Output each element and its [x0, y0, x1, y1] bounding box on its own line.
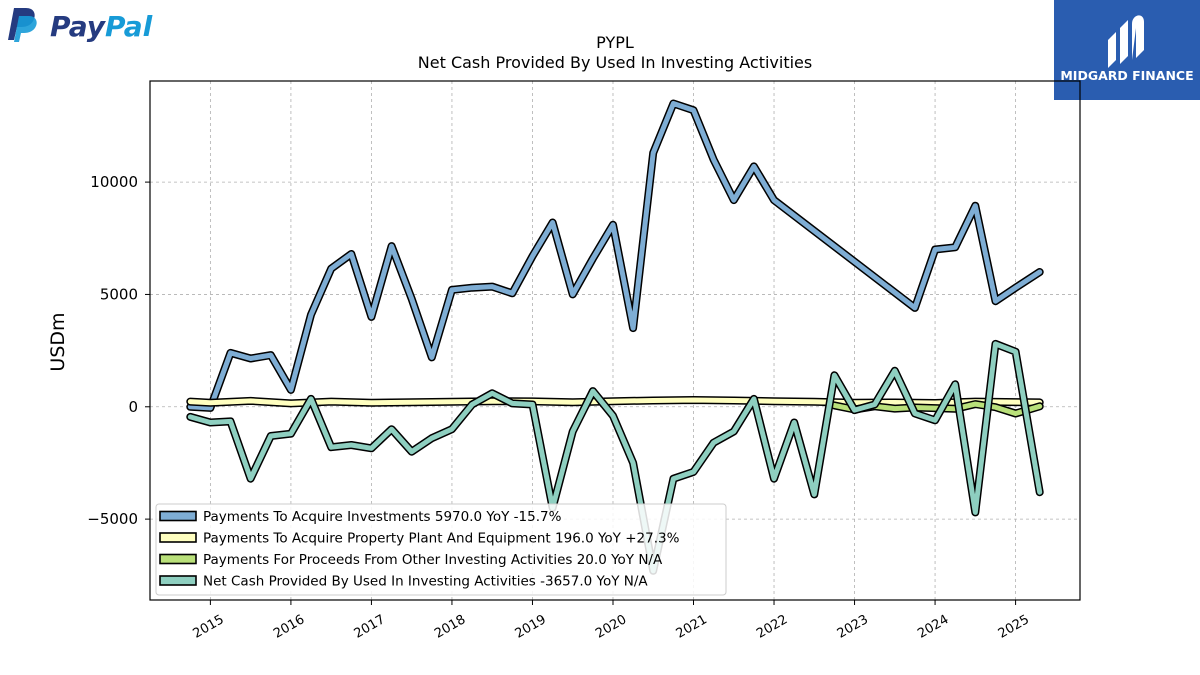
paypal-word-dark: Pay: [50, 10, 107, 43]
series-line-3: [187, 341, 1043, 574]
x-tick-label: 2015: [191, 612, 227, 642]
x-tick-label: 2021: [674, 612, 710, 642]
x-tick-label: 2022: [754, 612, 790, 642]
legend-entry: Net Cash Provided By Used In Investing A…: [203, 574, 648, 590]
chart-subtitle: Net Cash Provided By Used In Investing A…: [418, 53, 812, 72]
legend-swatch: [159, 510, 197, 522]
x-tick-label: 2020: [593, 612, 629, 642]
x-tick-label: 2017: [352, 612, 388, 642]
series-lines: [186, 99, 1044, 575]
legend-box: [155, 503, 727, 596]
midgard-finance-logo: MIDGARD FINANCE: [1054, 0, 1200, 100]
svg-text:PayPal: PayPal: [50, 10, 153, 43]
legend-swatch: [159, 553, 197, 565]
legend-entry: Payments To Acquire Investments 5970.0 Y…: [203, 509, 562, 525]
x-tick-label: 2025: [996, 612, 1032, 642]
x-tick-label: 2023: [835, 612, 871, 642]
y-axis: −5000 0 5000 10000: [87, 173, 150, 528]
paypal-p-mark-light: [14, 16, 37, 42]
x-tick-label: 2024: [915, 612, 951, 642]
legend-entry: Payments To Acquire Property Plant And E…: [203, 531, 680, 547]
series-outline-0: [186, 99, 1044, 412]
x-axis: 2015 2016 2017 2018 2019 2020 2021 2022 2023 2024…: [191, 600, 1032, 642]
y-tick-label: −5000: [87, 510, 138, 528]
paypal-word-light: Pal: [105, 10, 153, 43]
series-line-0: [187, 101, 1043, 411]
midgard-logo-graphic: MIDGARD FINANCE: [1060, 15, 1194, 83]
y-tick-label: 10000: [90, 173, 138, 191]
x-tick-label: 2016: [271, 612, 307, 642]
legend: Payments To Acquire Investments 5970.0 Y…: [155, 503, 727, 596]
legend-entry: Payments For Proceeds From Other Investi…: [203, 552, 663, 568]
x-tick-label: 2018: [432, 612, 468, 642]
paypal-logo: PayPal: [0, 0, 200, 50]
midgard-logo-text: MIDGARD FINANCE: [1060, 68, 1193, 83]
paypal-logo-graphic: PayPal: [8, 8, 153, 43]
plot-area-frame: [149, 80, 1081, 601]
midgard-mark: [1108, 15, 1144, 69]
y-axis-label: USDm: [47, 312, 69, 371]
legend-swatch: [159, 575, 197, 586]
legend-swatch: [159, 532, 197, 543]
chart-title: PYPL: [596, 33, 634, 52]
y-tick-label: 0: [128, 398, 138, 416]
y-tick-label: 5000: [100, 285, 138, 303]
x-tick-label: 2019: [513, 612, 549, 642]
